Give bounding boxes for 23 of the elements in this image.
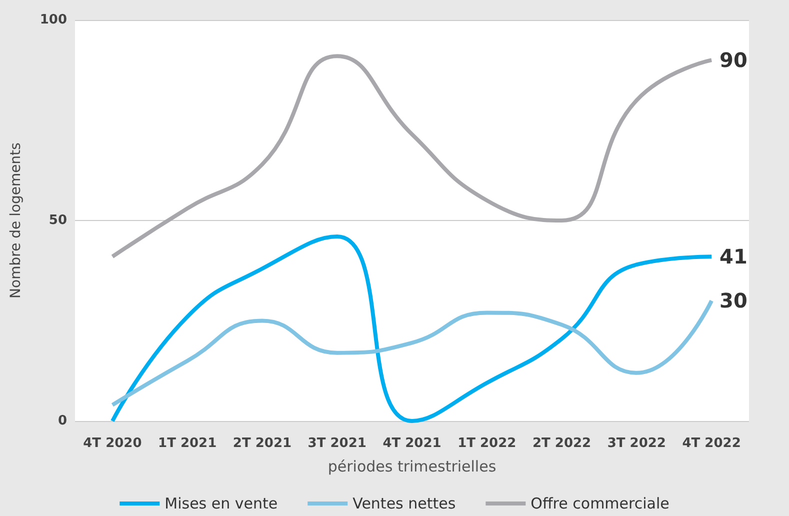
legend-label: Ventes nettes <box>352 494 456 512</box>
data-label: 90 <box>720 48 748 72</box>
data-label: 41 <box>720 244 748 269</box>
y-axis-title: Nombre de logements <box>8 142 24 298</box>
x-tick-label: 1T 2021 <box>158 436 217 451</box>
data-label: 30 <box>720 288 748 313</box>
x-tick-label: 3T 2021 <box>308 436 366 451</box>
line-series <box>110 54 714 259</box>
y-tick-label: 50 <box>48 213 67 228</box>
x-tick-label: 4T 2020 <box>83 436 142 451</box>
x-tick-label: 2T 2022 <box>532 436 592 451</box>
y-tick-label: 0 <box>58 414 67 428</box>
legend-label: Mises en vente <box>164 494 278 512</box>
x-tick-label: 1T 2022 <box>458 436 516 451</box>
x-axis-title: périodes trimestrielles <box>328 458 496 476</box>
x-tick-label: 3T 2022 <box>607 436 666 451</box>
x-tick-label: 4T 2021 <box>382 436 442 451</box>
legend-label: Offre commerciale <box>530 494 670 512</box>
y-tick-label: 100 <box>40 12 67 28</box>
line-series <box>110 234 714 423</box>
line-series <box>110 298 714 407</box>
x-tick-label: 2T 2021 <box>232 436 292 451</box>
x-tick-label: 4T 2022 <box>682 436 741 451</box>
